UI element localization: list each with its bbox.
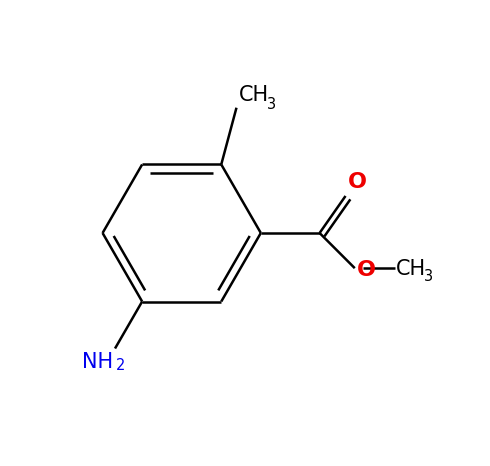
- Text: 3: 3: [267, 97, 276, 112]
- Text: O: O: [348, 172, 367, 192]
- Text: 2: 2: [116, 358, 125, 373]
- Text: O: O: [357, 260, 376, 281]
- Text: CH: CH: [396, 259, 426, 279]
- Text: 3: 3: [423, 269, 433, 284]
- Text: CH: CH: [239, 85, 269, 105]
- Text: NH: NH: [82, 352, 113, 372]
